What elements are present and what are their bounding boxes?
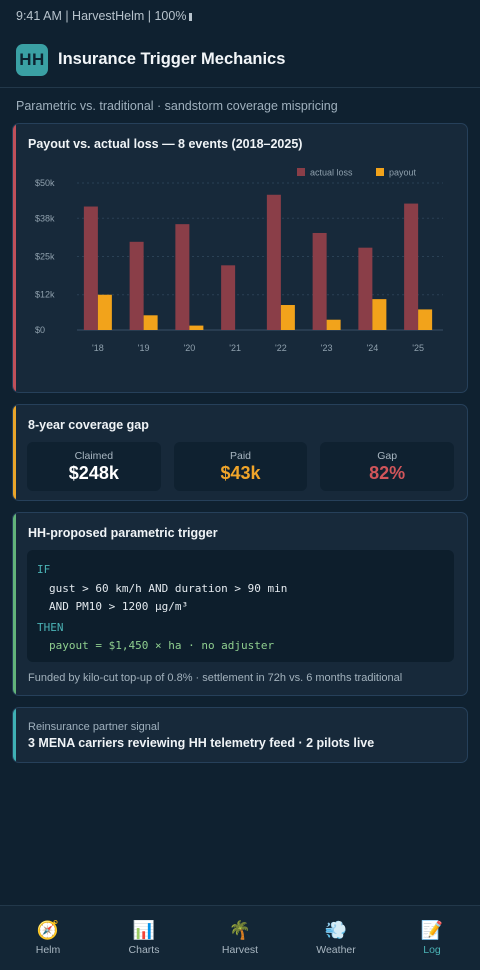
x-tick-label: '22 xyxy=(275,343,287,353)
stat-claimed: Claimed $248k xyxy=(27,442,161,491)
x-tick-label: '21 xyxy=(229,343,241,353)
payout-loss-chart: $0 $12k $25k $38k $50k '18 '19 '20 '21 '22 '23 '24 '… xyxy=(35,168,443,353)
trigger-code-block: IF gust > 60 km/h AND duration > 90 min … xyxy=(27,550,454,662)
app-logo: HH xyxy=(16,43,48,76)
nav-label: Log xyxy=(423,944,441,956)
stat-label: Gap xyxy=(377,450,398,462)
nav-item-charts[interactable]: 📊 Charts xyxy=(96,906,192,970)
coverage-gap-card: 8-year coverage gap Claimed $248k Paid $… xyxy=(12,404,468,501)
bar-payout xyxy=(418,309,433,330)
y-tick-label: $0 xyxy=(35,325,45,335)
bar-actual-loss xyxy=(358,247,373,330)
bar-actual-loss xyxy=(404,203,419,330)
memo-icon: 📝 xyxy=(420,920,444,940)
x-tick-label: '19 xyxy=(138,343,150,353)
reinsurance-text: 3 MENA carriers reviewing HH telemetry f… xyxy=(28,736,375,750)
bar-actual-loss xyxy=(83,206,98,330)
y-tick-label: $50k xyxy=(35,178,55,188)
x-tick-label: '24 xyxy=(367,343,379,353)
bar-payout xyxy=(189,325,204,330)
app-header: HH Insurance Trigger Mechanics xyxy=(0,32,480,88)
code-result: payout = $1,450 × ha · no adjuster xyxy=(49,639,275,652)
code-condition-2: AND PM10 > 1200 µg/m³ xyxy=(49,600,189,613)
nav-label: Helm xyxy=(35,944,61,956)
bottom-nav: 🧭 Helm 📊 Charts 🌴 Harvest 💨 Weather 📝 Lo… xyxy=(0,905,480,970)
bar-payout xyxy=(372,299,387,330)
legend-label: actual loss xyxy=(310,168,353,178)
bar-payout xyxy=(280,305,295,330)
stat-label: Claimed xyxy=(74,450,114,462)
stat-gap: Gap 82% xyxy=(320,442,455,491)
y-tick-label: $25k xyxy=(35,252,55,262)
legend-label: payout xyxy=(389,168,417,178)
trigger-footnote: Funded by kilo-cut top-up of 0.8% · sett… xyxy=(28,672,403,684)
parametric-trigger-card: HH-proposed parametric trigger IF gust >… xyxy=(12,512,468,696)
nav-item-log[interactable]: 📝 Log xyxy=(384,906,480,970)
x-tick-label: '25 xyxy=(412,343,424,353)
bar-actual-loss xyxy=(266,194,281,330)
bar-actual-loss xyxy=(221,265,236,330)
bar-payout xyxy=(143,315,158,330)
bar-actual-loss xyxy=(129,241,144,330)
nav-item-weather[interactable]: 💨 Weather xyxy=(288,906,384,970)
nav-label: Charts xyxy=(128,944,160,956)
bar-chart-icon: 📊 xyxy=(132,920,156,940)
x-tick-label: '20 xyxy=(184,343,196,353)
legend-swatch xyxy=(297,168,305,176)
legend-swatch xyxy=(376,168,384,176)
nav-item-harvest[interactable]: 🌴 Harvest xyxy=(192,906,288,970)
bar-payout xyxy=(97,294,112,330)
palm-tree-icon: 🌴 xyxy=(228,920,252,940)
nav-label: Weather xyxy=(316,944,356,956)
stat-paid: Paid $43k xyxy=(173,442,308,491)
nav-item-helm[interactable]: 🧭 Helm xyxy=(0,906,96,970)
y-tick-label: $38k xyxy=(35,213,55,223)
stat-value: $248k xyxy=(68,463,119,483)
bar-actual-loss xyxy=(312,232,327,330)
battery-icon xyxy=(189,13,193,21)
x-tick-label: '23 xyxy=(321,343,333,353)
code-condition-1: gust > 60 km/h AND duration > 90 min xyxy=(49,581,288,595)
wind-icon: 💨 xyxy=(324,920,348,940)
reinsurance-label: Reinsurance partner signal xyxy=(28,721,160,733)
trigger-title: HH-proposed parametric trigger xyxy=(28,526,218,540)
coverage-gap-title: 8-year coverage gap xyxy=(28,418,149,432)
page-title: Insurance Trigger Mechanics xyxy=(58,50,286,68)
reinsurance-card: Reinsurance partner signal 3 MENA carrie… xyxy=(12,707,468,763)
nav-label: Harvest xyxy=(221,944,259,956)
page-subtitle: Parametric vs. traditional · sandstorm c… xyxy=(16,99,338,113)
stat-value: $43k xyxy=(220,463,261,483)
stat-value: 82% xyxy=(369,463,406,483)
code-then-keyword: THEN xyxy=(37,620,64,634)
x-tick-label: '18 xyxy=(92,343,104,353)
bar-actual-loss xyxy=(175,224,190,330)
status-text: 9:41 AM | HarvestHelm | 100% xyxy=(16,9,187,23)
status-bar: 9:41 AM | HarvestHelm | 100% xyxy=(0,0,480,32)
chart-title: Payout vs. actual loss — 8 events (2018–… xyxy=(28,137,303,151)
code-if-keyword: IF xyxy=(37,563,51,576)
compass-icon: 🧭 xyxy=(36,920,60,940)
stats-row: Claimed $248k Paid $43k Gap 82% xyxy=(13,432,467,491)
y-tick-label: $12k xyxy=(35,290,55,300)
bar-payout xyxy=(326,319,341,330)
chart-card: Payout vs. actual loss — 8 events (2018–… xyxy=(12,123,468,393)
stat-label: Paid xyxy=(230,450,252,462)
